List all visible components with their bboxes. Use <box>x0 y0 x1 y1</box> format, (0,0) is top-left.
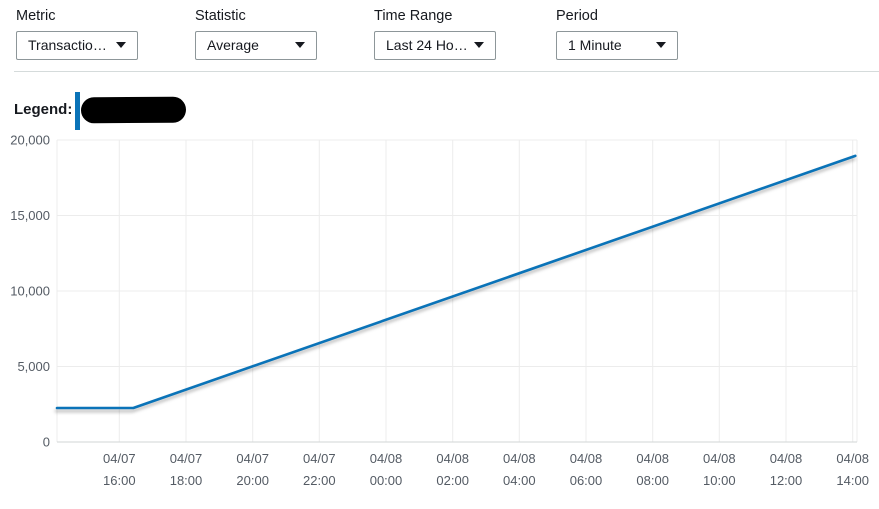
svg-text:06:00: 06:00 <box>570 473 603 488</box>
svg-text:20,000: 20,000 <box>10 133 50 148</box>
svg-text:08:00: 08:00 <box>636 473 669 488</box>
svg-text:10:00: 10:00 <box>703 473 736 488</box>
time-range-dropdown-value: Last 24 Ho… <box>386 37 468 53</box>
svg-text:12:00: 12:00 <box>770 473 803 488</box>
svg-text:22:00: 22:00 <box>303 473 336 488</box>
svg-text:02:00: 02:00 <box>436 473 469 488</box>
metric-dropdown-value: Transactio… <box>28 37 107 53</box>
period-dropdown[interactable]: 1 Minute <box>556 31 678 60</box>
svg-text:04/08: 04/08 <box>770 451 803 466</box>
svg-text:0: 0 <box>43 435 50 450</box>
svg-text:04/07: 04/07 <box>103 451 136 466</box>
metric-dropdown[interactable]: Transactio… <box>16 31 138 60</box>
metric-control: Metric Transactio… <box>16 8 140 62</box>
period-dropdown-value: 1 Minute <box>568 37 622 53</box>
svg-text:04/08: 04/08 <box>570 451 603 466</box>
svg-text:18:00: 18:00 <box>170 473 203 488</box>
time-range-label: Time Range <box>374 8 453 24</box>
caret-down-icon <box>474 42 484 48</box>
svg-text:04/08: 04/08 <box>703 451 736 466</box>
legend-color-bar <box>75 92 80 130</box>
svg-text:04/08: 04/08 <box>636 451 669 466</box>
svg-text:00:00: 00:00 <box>370 473 403 488</box>
period-label: Period <box>556 8 598 24</box>
legend-title: Legend: <box>14 101 73 118</box>
svg-text:16:00: 16:00 <box>103 473 136 488</box>
statistic-control: Statistic Average <box>195 8 319 62</box>
time-range-control: Time Range Last 24 Ho… <box>374 8 498 62</box>
svg-text:04/07: 04/07 <box>303 451 336 466</box>
header-divider <box>14 71 879 72</box>
caret-down-icon <box>295 42 305 48</box>
svg-text:04:00: 04:00 <box>503 473 536 488</box>
period-control: Period 1 Minute <box>556 8 680 62</box>
statistic-dropdown-value: Average <box>207 37 259 53</box>
caret-down-icon <box>116 42 126 48</box>
caret-down-icon <box>656 42 666 48</box>
statistic-dropdown[interactable]: Average <box>195 31 317 60</box>
redacted-series-name <box>80 96 187 124</box>
svg-text:04/07: 04/07 <box>170 451 203 466</box>
svg-text:20:00: 20:00 <box>236 473 269 488</box>
svg-text:15,000: 15,000 <box>10 208 50 223</box>
svg-text:04/08: 04/08 <box>836 451 869 466</box>
svg-text:14:00: 14:00 <box>836 473 869 488</box>
svg-text:10,000: 10,000 <box>10 284 50 299</box>
svg-text:04/08: 04/08 <box>436 451 469 466</box>
metric-label: Metric <box>16 8 56 24</box>
svg-text:04/08: 04/08 <box>370 451 403 466</box>
statistic-label: Statistic <box>195 8 246 24</box>
svg-text:5,000: 5,000 <box>17 359 50 374</box>
time-range-dropdown[interactable]: Last 24 Ho… <box>374 31 496 60</box>
svg-text:04/08: 04/08 <box>503 451 536 466</box>
svg-text:04/07: 04/07 <box>236 451 269 466</box>
